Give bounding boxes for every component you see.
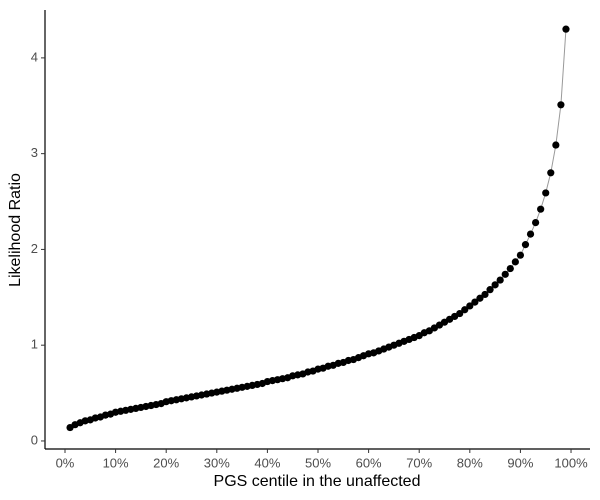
- x-tick-label: 60%: [356, 455, 382, 470]
- y-tick-label: 3: [31, 145, 38, 160]
- x-tick-label: 30%: [204, 455, 230, 470]
- data-point: [481, 290, 489, 299]
- x-tick-label: 10%: [103, 455, 129, 470]
- y-axis-title: Likelihood Ratio: [7, 173, 24, 287]
- x-tick-label: 0%: [56, 455, 75, 470]
- data-point: [547, 169, 555, 177]
- data-point: [496, 276, 504, 284]
- x-tick-label: 90%: [507, 455, 533, 470]
- y-tick-label: 1: [31, 337, 38, 352]
- data-point: [476, 294, 484, 302]
- data-point: [521, 241, 530, 249]
- data-point: [511, 258, 519, 266]
- y-tick-label: 4: [31, 49, 38, 64]
- data-point: [486, 286, 494, 294]
- y-tick-label: 0: [31, 432, 38, 447]
- data-point: [471, 298, 479, 306]
- x-tick-label: 50%: [305, 455, 331, 470]
- y-tick-label: 2: [31, 241, 38, 256]
- x-axis-title: PGS centile in the unaffected: [214, 473, 421, 490]
- data-point: [466, 302, 474, 310]
- data-point: [562, 25, 570, 33]
- x-tick-label: 80%: [457, 455, 483, 470]
- data-point: [456, 309, 464, 318]
- data-point: [501, 270, 509, 278]
- data-point: [542, 189, 550, 197]
- x-tick-label: 70%: [406, 455, 432, 470]
- data-point: [491, 281, 499, 289]
- data-point: [506, 264, 514, 273]
- x-tick-label: 20%: [153, 455, 179, 470]
- data-point: [532, 219, 540, 227]
- data-point: [552, 141, 560, 149]
- data-point: [461, 306, 469, 314]
- x-tick-label: 40%: [254, 455, 280, 470]
- data-point: [516, 251, 525, 259]
- data-point: [526, 230, 535, 238]
- x-tick-label: 100%: [554, 455, 588, 470]
- data-point: [537, 205, 545, 213]
- data-point: [557, 101, 565, 109]
